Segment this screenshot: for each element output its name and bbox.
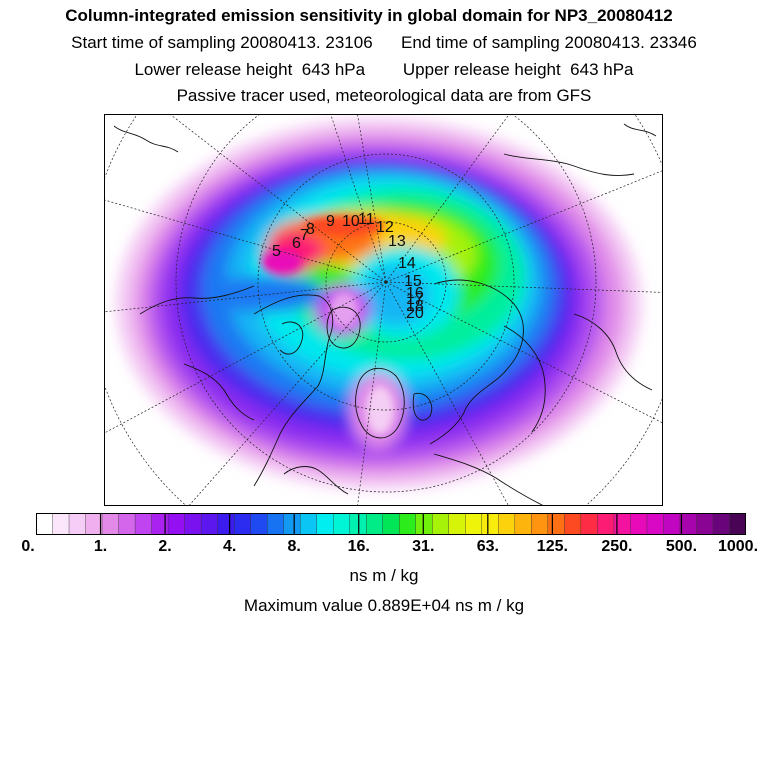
colorbar-cell bbox=[696, 513, 714, 535]
end-time-label: End time of sampling bbox=[401, 33, 560, 52]
colorbar-cell bbox=[333, 513, 351, 535]
colorbar-cell bbox=[316, 513, 334, 535]
colorbar-cell bbox=[630, 513, 648, 535]
sampling-time-line: Start time of sampling 20080413. 23106 E… bbox=[0, 33, 768, 53]
maximum-value: Maximum value 0.889E+04 ns m / kg bbox=[243, 596, 525, 615]
tracer-info-line: Passive tracer used, meteorological data… bbox=[176, 86, 592, 105]
track-label: 13 bbox=[388, 233, 406, 250]
upper-height-value: 643 hPa bbox=[570, 60, 634, 79]
track-labels: 5 6 7 8 9 10 11 12 13 14 15 16 17 18 20 bbox=[272, 211, 424, 322]
colorbar-cell bbox=[712, 513, 730, 535]
colorbar-cell bbox=[729, 513, 746, 535]
colorbar-cell bbox=[679, 513, 697, 535]
colorbar-cell bbox=[432, 513, 450, 535]
track-label: 12 bbox=[376, 219, 394, 236]
track-label: 9 bbox=[326, 213, 335, 230]
colorbar-cell bbox=[134, 513, 153, 535]
colorbar-cell bbox=[167, 513, 186, 535]
track-label: 8 bbox=[306, 221, 315, 238]
track-label: 7 bbox=[300, 227, 309, 244]
colorbar-tick-label: 1000. bbox=[717, 538, 759, 555]
colorbar-cell bbox=[299, 513, 318, 535]
colorbar-tick-label: 8. bbox=[287, 538, 301, 555]
polar-map: 5 6 7 8 9 10 11 12 13 14 15 16 17 18 20 bbox=[104, 114, 663, 506]
colorbar-tick-label: 16. bbox=[347, 538, 370, 555]
colorbar-cell bbox=[184, 513, 202, 535]
colorbar-cell bbox=[498, 513, 516, 535]
upper-height-label: Upper release height bbox=[402, 60, 561, 79]
colorbar-cell bbox=[266, 513, 285, 535]
colorbar-cell bbox=[52, 513, 70, 535]
colorbar-cell bbox=[399, 513, 417, 535]
colorbar-cell bbox=[217, 513, 235, 535]
colorbar-cell bbox=[349, 513, 367, 535]
graticule bbox=[104, 114, 663, 506]
colorbar-tick-label: 63. bbox=[476, 538, 499, 555]
colorbar-frame bbox=[36, 513, 746, 535]
colorbar-tick-label: 500. bbox=[665, 538, 698, 555]
colorbar-tick-label: 4. bbox=[222, 538, 237, 555]
colorbar-cell bbox=[118, 513, 136, 535]
colorbar-tick-label: 31. bbox=[412, 538, 435, 555]
track-label: 11 bbox=[358, 211, 375, 228]
track-label: 5 bbox=[272, 243, 281, 260]
colorbar-cell bbox=[68, 513, 87, 535]
track-label: 14 bbox=[398, 255, 416, 272]
colorbar-cell bbox=[646, 513, 664, 535]
colorbar-cell bbox=[547, 513, 565, 535]
end-time-value: 20080413. 23346 bbox=[564, 33, 697, 52]
colorbar-tick-label: 1. bbox=[93, 538, 108, 555]
coastlines bbox=[113, 123, 657, 506]
colorbar-units: ns m / kg bbox=[349, 566, 419, 585]
colorbar bbox=[36, 513, 746, 535]
colorbar-cell bbox=[250, 513, 268, 535]
colorbar-tick-label: 0. bbox=[21, 538, 35, 555]
colorbar-cell bbox=[233, 513, 252, 535]
colorbar-cell bbox=[366, 513, 384, 535]
colorbar-cell bbox=[597, 513, 615, 535]
colorbar-cell bbox=[382, 513, 400, 535]
lower-height-label: Lower release height bbox=[134, 60, 293, 79]
colorbar-cell bbox=[580, 513, 598, 535]
colorbar-cell bbox=[283, 513, 301, 535]
track-label: 15 bbox=[404, 273, 422, 290]
track-label: 20 bbox=[406, 305, 424, 322]
colorbar-tick-label: 125. bbox=[536, 538, 568, 555]
colorbar-tick-label: 2. bbox=[158, 538, 172, 555]
lower-height-value: 643 hPa bbox=[301, 60, 366, 79]
colorbar-tick-label: 250. bbox=[601, 538, 633, 555]
colorbar-cell bbox=[200, 513, 219, 535]
release-height-line: Lower release height 643 hPa Upper relea… bbox=[0, 60, 768, 80]
colorbar-cell bbox=[465, 513, 483, 535]
colorbar-cell bbox=[531, 513, 549, 535]
colorbar-cell bbox=[663, 513, 681, 535]
track-label: 6 bbox=[292, 235, 301, 252]
track-label: 17 bbox=[406, 291, 424, 308]
map-frame bbox=[104, 114, 663, 506]
sensitivity-field bbox=[117, 119, 641, 489]
colorbar-cell bbox=[101, 513, 120, 535]
colorbar-cell bbox=[151, 513, 169, 535]
colorbar-cell bbox=[36, 513, 54, 535]
colorbar-cell bbox=[481, 513, 499, 535]
figure-title: Column-integrated emission sensitivity i… bbox=[65, 6, 673, 25]
colorbar-cell bbox=[514, 513, 532, 535]
track-label: 18 bbox=[406, 298, 424, 315]
colorbar-cell bbox=[564, 513, 582, 535]
colorbar-cell bbox=[448, 513, 466, 535]
start-time-value: 20080413. 23106 bbox=[240, 33, 373, 52]
track-label: 16 bbox=[406, 285, 424, 302]
track-label: 10 bbox=[342, 213, 360, 230]
start-time-label: Start time of sampling bbox=[71, 33, 236, 52]
colorbar-cell bbox=[415, 513, 433, 535]
colorbar-cell bbox=[85, 513, 103, 535]
